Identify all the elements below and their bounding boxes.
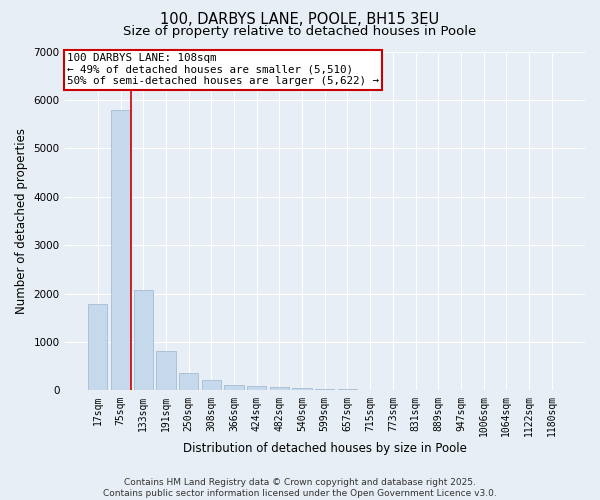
Y-axis label: Number of detached properties: Number of detached properties (15, 128, 28, 314)
Text: Size of property relative to detached houses in Poole: Size of property relative to detached ho… (124, 25, 476, 38)
Bar (247, 386, 266, 390)
Bar (202, 380, 221, 390)
Bar (111, 110, 130, 390)
Bar (315, 389, 334, 390)
Bar (88, 304, 107, 390)
X-axis label: Distribution of detached houses by size in Poole: Distribution of detached houses by size … (183, 442, 467, 455)
Bar (270, 386, 289, 390)
Text: Contains HM Land Registry data © Crown copyright and database right 2025.
Contai: Contains HM Land Registry data © Crown c… (103, 478, 497, 498)
Text: 100, DARBYS LANE, POOLE, BH15 3EU: 100, DARBYS LANE, POOLE, BH15 3EU (160, 12, 440, 28)
Bar (134, 290, 153, 390)
Bar (156, 351, 176, 391)
Bar (179, 373, 198, 390)
Text: 100 DARBYS LANE: 108sqm
← 49% of detached houses are smaller (5,510)
50% of semi: 100 DARBYS LANE: 108sqm ← 49% of detache… (67, 53, 379, 86)
Bar (224, 384, 244, 390)
Bar (292, 388, 312, 390)
